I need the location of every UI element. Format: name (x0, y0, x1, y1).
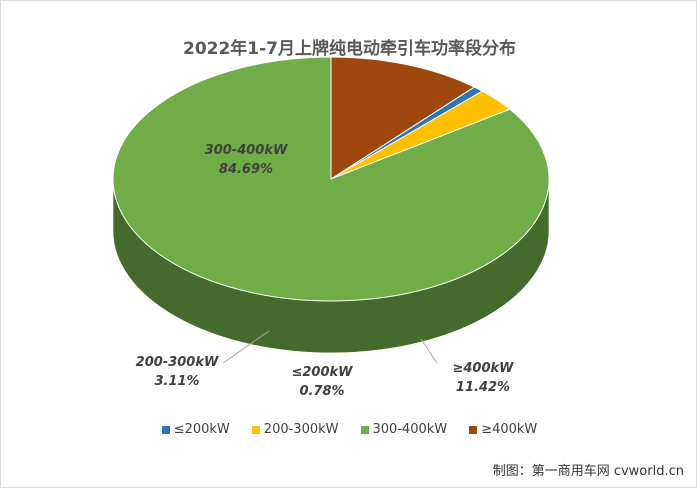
legend-item-le200: ≤200kW (161, 422, 230, 437)
legend-label: 200-300kW (263, 422, 339, 437)
leader-line-ge400 (420, 338, 438, 364)
data-label-200-300: 200-300kW 3.11% (125, 353, 229, 391)
legend-item-200-300: 200-300kW (251, 422, 339, 437)
data-label-ge400: ≥400kW 11.42% (433, 359, 533, 397)
chart-title: 2022年1-7月上牌纯电动牵引车功率段分布 (182, 39, 517, 59)
legend-swatch (360, 425, 369, 434)
legend-label: ≥400kW (481, 422, 538, 437)
legend-item-300-400: 300-400kW (360, 422, 448, 437)
data-label-value: 0.78% (299, 384, 345, 399)
chart-legend: ≤200kW 200-300kW 300-400kW ≥400kW (1, 422, 696, 437)
legend-swatch (251, 425, 260, 434)
legend-label: ≤200kW (173, 422, 230, 437)
data-label-name: 200-300kW (135, 355, 219, 370)
source-credit: 制图：第一商用车网 cvworld.cn (492, 464, 684, 479)
pie-slice-300-400 (112, 56, 550, 302)
legend-swatch (161, 425, 170, 434)
data-label-le200: ≤200kW 0.78% (277, 363, 367, 401)
data-label-value: 3.11% (154, 374, 200, 389)
data-label-value: 11.42% (455, 380, 511, 395)
legend-label: 300-400kW (372, 422, 448, 437)
leader-line-200-300 (222, 330, 270, 364)
pie-slice-ge400 (330, 56, 476, 180)
data-label-name: 300-400kW (204, 143, 288, 158)
legend-item-ge400: ≥400kW (469, 422, 537, 437)
legend-swatch (469, 425, 478, 434)
data-label-300-400: 300-400kW 84.69% (191, 141, 301, 179)
data-label-value: 84.69% (218, 162, 274, 177)
data-label-name: ≥400kW (452, 361, 514, 376)
data-label-name: ≤200kW (291, 365, 353, 380)
